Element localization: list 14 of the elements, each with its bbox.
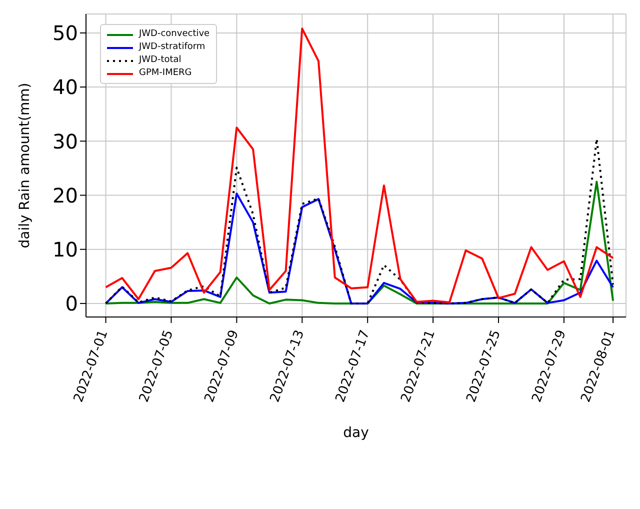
y-tick-label: 20	[52, 183, 78, 208]
legend-label: JWD-stratiform	[139, 41, 206, 54]
x-axis-title: day	[343, 425, 369, 441]
legend-label: JWD-total	[139, 54, 182, 67]
y-tick-label: 10	[52, 237, 78, 262]
line-series	[104, 138, 614, 304]
line-series	[104, 28, 614, 304]
legend-label: GPM-IMERG	[139, 67, 192, 80]
y-tick-label: 0	[65, 292, 78, 316]
y-tick-label: 30	[52, 129, 78, 154]
legend-label: JWD-convective	[139, 28, 210, 41]
y-axis-title: daily Rain amount(mm)	[16, 82, 33, 248]
y-tick-label: 40	[52, 75, 78, 100]
y-tick-label: 50	[52, 21, 78, 46]
